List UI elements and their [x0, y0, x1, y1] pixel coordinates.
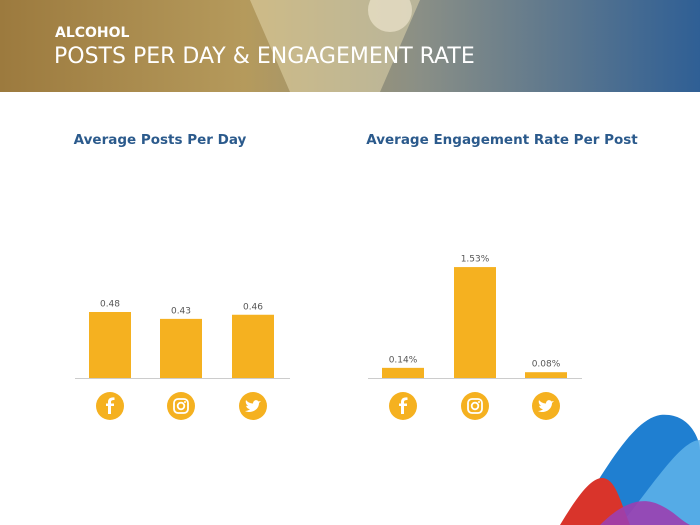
value-label: 0.14%: [389, 355, 418, 365]
instagram-icon: [167, 392, 195, 420]
icon-glyph: [399, 397, 408, 414]
value-label: 0.08%: [532, 360, 561, 370]
decoration-wave: [600, 501, 690, 525]
icon-circle: [461, 392, 489, 420]
icon-glyph: [184, 401, 186, 403]
header-decoration: [368, 0, 412, 32]
twitter-icon: [532, 392, 560, 420]
value-label: 1.53%: [461, 255, 490, 265]
icon-glyph: [106, 397, 115, 414]
bar: [382, 367, 424, 378]
icon-glyph: [478, 401, 480, 403]
icon-glyph: [470, 401, 480, 411]
value-label: 0.43: [171, 306, 191, 316]
charts: Average Posts Per Day 0.48 0.43 0.46 Average…: [74, 132, 638, 420]
twitter-icon: [239, 392, 267, 420]
header-category: ALCOHOL: [55, 25, 130, 41]
facebook-icon: [389, 392, 417, 420]
bar: [525, 372, 567, 378]
chart-title: Average Posts Per Day: [74, 132, 247, 148]
icon-glyph: [176, 401, 186, 411]
icon-glyph: [538, 400, 554, 413]
icon-glyph: [467, 398, 483, 414]
icon-circle: [167, 392, 195, 420]
instagram-icon: [461, 392, 489, 420]
chart-title: Average Engagement Rate Per Post: [366, 132, 638, 148]
facebook-icon: [96, 392, 124, 420]
icon-glyph: [173, 398, 189, 414]
value-label: 0.46: [243, 302, 263, 312]
bar: [89, 312, 131, 378]
bar: [454, 267, 496, 378]
bar: [160, 318, 202, 378]
header-title: POSTS PER DAY & ENGAGEMENT RATE: [54, 44, 475, 69]
bar: [232, 314, 274, 378]
decoration-wave: [560, 478, 630, 525]
value-label: 0.48: [100, 300, 120, 310]
icon-glyph: [245, 400, 261, 413]
